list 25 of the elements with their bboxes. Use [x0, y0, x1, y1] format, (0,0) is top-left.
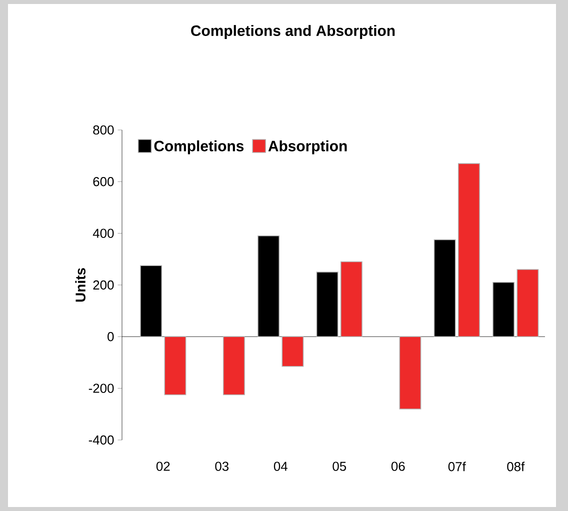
- x-tick-label: 05: [332, 462, 346, 471]
- chart-title: Completions and Absorption: [191, 25, 395, 39]
- y-tick-label: -200: [88, 384, 114, 393]
- y-tick-label: 800: [93, 125, 114, 135]
- y-tick-label: 600: [93, 177, 114, 186]
- x-tick-label: 07f: [448, 462, 466, 472]
- x-tick-label: 06: [391, 462, 405, 471]
- y-tick-label: 200: [93, 280, 114, 290]
- bar: [282, 336, 304, 367]
- y-tick-label: 400: [92, 228, 114, 238]
- bar: [340, 261, 362, 338]
- bar: [399, 336, 422, 410]
- legend-label: Completions: [154, 140, 244, 154]
- y-tick-label: 0: [108, 332, 114, 342]
- legend-label: Absorption: [268, 140, 347, 154]
- bar: [458, 163, 480, 338]
- y-tick-label: -400: [88, 435, 114, 445]
- x-tick-label: 08f: [507, 462, 525, 472]
- bar: [164, 336, 186, 396]
- x-tick-label: 04: [274, 462, 288, 471]
- bar: [516, 269, 539, 338]
- bar: [222, 336, 245, 396]
- y-axis-title: Units: [75, 268, 86, 302]
- x-tick-label: 03: [215, 462, 229, 471]
- x-tick-label: 02: [156, 462, 170, 471]
